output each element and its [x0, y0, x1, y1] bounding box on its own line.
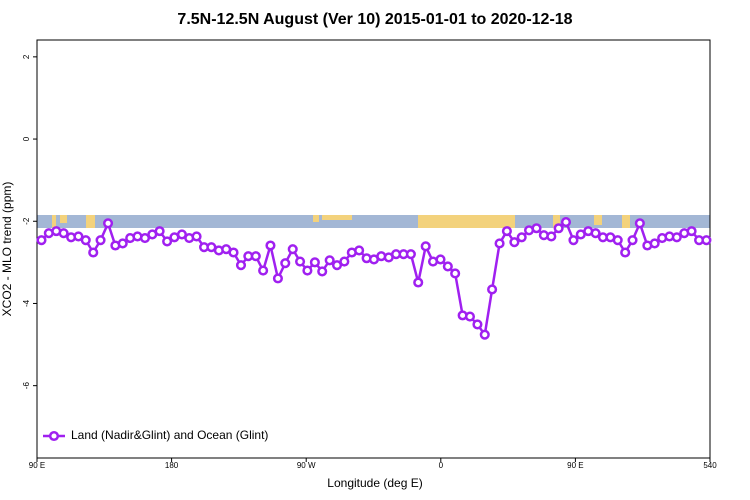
- plot-frame: [36, 39, 711, 459]
- data-point: [686, 226, 697, 237]
- data-point: [627, 235, 638, 246]
- land-patch: [86, 215, 95, 228]
- x-tick-label: 540: [703, 461, 717, 470]
- data-point: [671, 232, 682, 243]
- land-patch: [594, 215, 602, 225]
- data-point: [435, 254, 446, 265]
- data-point: [162, 236, 173, 247]
- y-tick-label: -6: [22, 382, 31, 390]
- y-tick-label: -4: [22, 299, 31, 307]
- data-point: [191, 231, 202, 242]
- data-point: [228, 247, 239, 258]
- x-axis-label: Longitude (deg E): [327, 476, 422, 490]
- data-point: [509, 237, 520, 248]
- data-point: [117, 238, 128, 249]
- data-point: [176, 229, 187, 240]
- data-point: [331, 260, 343, 271]
- legend-marker: [48, 430, 60, 442]
- data-point: [472, 319, 483, 330]
- data-point: [546, 231, 557, 242]
- data-point: [58, 228, 69, 239]
- data-point: [620, 247, 631, 258]
- y-tick-label: -2: [22, 217, 31, 225]
- land-patch: [60, 215, 67, 223]
- data-point: [324, 255, 335, 266]
- data-point: [258, 265, 269, 276]
- data-point: [501, 226, 512, 237]
- data-point: [102, 218, 114, 229]
- data-point: [405, 249, 416, 260]
- land-patch: [553, 215, 560, 228]
- data-point: [317, 266, 328, 277]
- ocean-band: [37, 215, 710, 228]
- x-tick-label: 90 E: [29, 461, 45, 470]
- y-tick-label: 2: [22, 54, 31, 59]
- data-point: [590, 228, 601, 239]
- data-point: [73, 231, 84, 242]
- data-point: [413, 277, 424, 288]
- x-tick-label: 0: [439, 461, 444, 470]
- chart-title: 7.5N-12.5N August (Ver 10) 2015-01-01 to…: [177, 11, 572, 28]
- data-point: [80, 235, 91, 246]
- data-point: [420, 241, 431, 252]
- data-point: [516, 232, 527, 243]
- y-axis-label: XCO2 - MLO trend (ppm): [0, 182, 14, 317]
- x-tick-label: 180: [165, 461, 179, 470]
- data-point: [464, 311, 476, 322]
- land-patch: [313, 215, 319, 222]
- data-point: [250, 251, 261, 262]
- data-point: [612, 235, 623, 246]
- land-ocean-strip: [37, 215, 710, 228]
- data-point: [649, 238, 660, 249]
- x-tick-label: 90 E: [567, 461, 583, 470]
- data-point: [88, 247, 99, 258]
- data-point: [560, 217, 572, 228]
- legend-label: Land (Nadir&Glint) and Ocean (Glint): [71, 428, 268, 442]
- land-patch: [622, 215, 630, 228]
- data-point: [354, 245, 365, 256]
- y-tick-label: 0: [22, 136, 31, 141]
- data-point: [272, 273, 283, 284]
- land-patch: [418, 215, 515, 228]
- data-point: [280, 258, 291, 269]
- data-point: [139, 233, 151, 244]
- data-point: [494, 238, 505, 249]
- data-point: [36, 235, 47, 246]
- data-point: [302, 265, 313, 276]
- land-patch: [52, 215, 56, 228]
- data-point: [450, 268, 461, 279]
- data-point: [295, 256, 306, 267]
- data-point: [553, 223, 564, 234]
- data-point: [701, 235, 712, 246]
- data-point: [309, 257, 320, 268]
- data-point: [634, 218, 645, 229]
- data-point: [442, 261, 453, 272]
- data-point: [339, 256, 350, 267]
- data-point: [479, 329, 490, 340]
- data-point: [531, 223, 542, 234]
- data-point: [95, 235, 106, 246]
- data-point: [487, 284, 498, 295]
- x-tick-label: 90 W: [297, 461, 316, 470]
- land-patch: [322, 215, 352, 220]
- data-point: [154, 226, 165, 237]
- data-point: [287, 244, 298, 255]
- data-point: [235, 260, 247, 271]
- data-point: [568, 235, 579, 246]
- data-point: [265, 240, 276, 251]
